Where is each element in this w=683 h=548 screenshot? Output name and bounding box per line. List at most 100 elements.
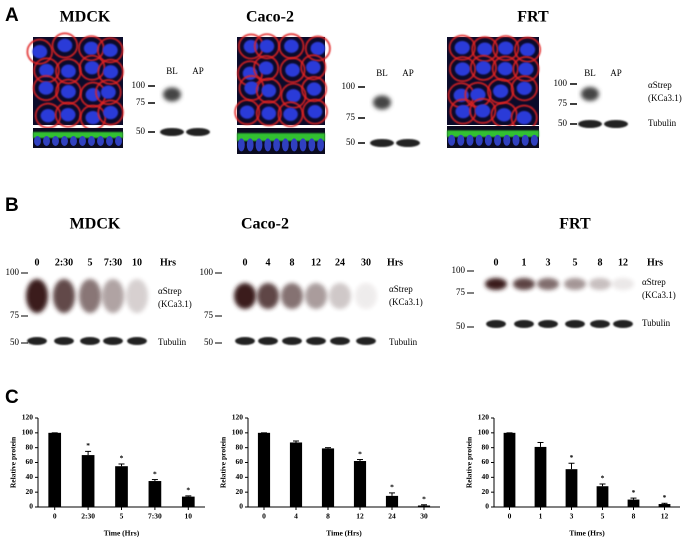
mw-marker: 100	[200, 267, 214, 277]
time-label: 7:30	[104, 257, 122, 268]
y-tick-label: 40	[236, 472, 244, 481]
mw-marker: 100	[6, 267, 20, 277]
nucleus	[103, 105, 119, 120]
band	[53, 279, 75, 313]
xz-nucleus	[448, 134, 456, 146]
lane-label: AP	[192, 66, 204, 76]
tubulin-band	[514, 320, 534, 328]
band	[513, 278, 535, 290]
tubulin-band	[590, 320, 610, 328]
band	[373, 95, 391, 110]
band	[355, 283, 377, 309]
xz-nucleus	[246, 138, 254, 152]
band	[581, 87, 599, 101]
xz-nucleus	[115, 136, 122, 146]
tubulin-band	[282, 337, 302, 345]
cell-border	[253, 55, 280, 81]
xz-nucleus	[264, 138, 272, 152]
cell-border	[510, 75, 538, 102]
tubulin-band	[258, 337, 278, 345]
panel-title: MDCK	[70, 216, 121, 233]
mw-marker: 50	[136, 126, 146, 136]
micrograph	[234, 33, 331, 154]
cell-border	[448, 34, 476, 61]
band-label: Tubulin	[642, 318, 671, 328]
bar	[417, 505, 431, 507]
panel-label: B	[5, 195, 19, 216]
nucleus	[284, 39, 299, 53]
tubulin-band	[127, 337, 147, 345]
xz-nucleus	[273, 138, 280, 152]
y-tick-label: 120	[22, 413, 34, 422]
xz-nucleus	[97, 136, 104, 146]
xz-nucleus	[43, 136, 50, 146]
tubulin-band	[27, 337, 47, 345]
cell-border	[26, 38, 53, 65]
xz-nucleus	[494, 134, 502, 146]
cell-border	[514, 36, 541, 63]
band	[370, 139, 394, 147]
x-tick-label: 0	[262, 512, 266, 521]
time-label: 0	[35, 257, 40, 268]
nucleus	[306, 82, 322, 96]
significance-mark: *	[120, 454, 124, 463]
nucleus	[40, 109, 56, 123]
cell-border	[32, 75, 60, 101]
time-label: 3	[546, 257, 551, 268]
xz-nucleus	[88, 136, 95, 146]
mw-marker: 75	[136, 97, 146, 107]
micrograph	[26, 32, 124, 148]
x-tick-label: 30	[420, 512, 428, 521]
band-label: (KCa3.1)	[648, 93, 682, 103]
significance-mark: *	[153, 469, 157, 478]
band-label: αStrep	[642, 277, 666, 287]
xz-nucleus	[106, 136, 113, 146]
x-tick-label: 2:30	[81, 512, 95, 521]
xz-nucleus	[475, 134, 483, 146]
xz-nucleus	[530, 134, 538, 146]
x-tick-label: 1	[539, 512, 543, 521]
x-tick-label: 5	[120, 512, 124, 521]
bar	[534, 446, 547, 507]
nucleus	[239, 105, 255, 119]
y-axis-label: Relative protein	[219, 436, 228, 488]
lane-label: AP	[402, 68, 414, 78]
nucleus	[307, 104, 323, 119]
x-tick-label: 4	[294, 512, 298, 521]
nucleus	[454, 62, 471, 76]
mw-marker: 50	[204, 337, 214, 347]
nucleus	[85, 110, 101, 125]
nucleus	[455, 104, 471, 119]
band	[126, 279, 148, 313]
y-tick-label: 40	[26, 472, 34, 481]
tubulin-band	[486, 320, 506, 328]
band-label: Tubulin	[648, 118, 677, 128]
xz-nucleus	[466, 134, 474, 146]
nucleus	[102, 43, 118, 57]
nucleus	[497, 62, 513, 76]
cell-border	[255, 77, 282, 104]
band	[163, 87, 181, 102]
time-label: 24	[335, 257, 345, 268]
time-label: 8	[598, 257, 603, 268]
panel-title: FRT	[559, 216, 591, 233]
cell-border	[469, 97, 497, 124]
band	[329, 283, 351, 309]
bar	[353, 461, 367, 507]
cell-border	[512, 56, 540, 82]
cell-border	[78, 54, 106, 81]
significance-mark: *	[86, 441, 90, 450]
lane-label: AP	[610, 68, 622, 78]
tubulin-band	[306, 337, 326, 345]
mw-marker: 75	[456, 287, 466, 297]
bar	[321, 448, 335, 507]
time-label: 1	[522, 257, 527, 268]
time-label: 4	[266, 257, 271, 268]
x-tick-label: 0	[508, 512, 512, 521]
unit-label: Hrs	[647, 257, 663, 268]
band	[281, 283, 303, 309]
nucleus	[259, 39, 275, 53]
time-label: 0	[494, 257, 499, 268]
band	[305, 283, 327, 309]
x-tick-label: 7:30	[148, 512, 162, 521]
